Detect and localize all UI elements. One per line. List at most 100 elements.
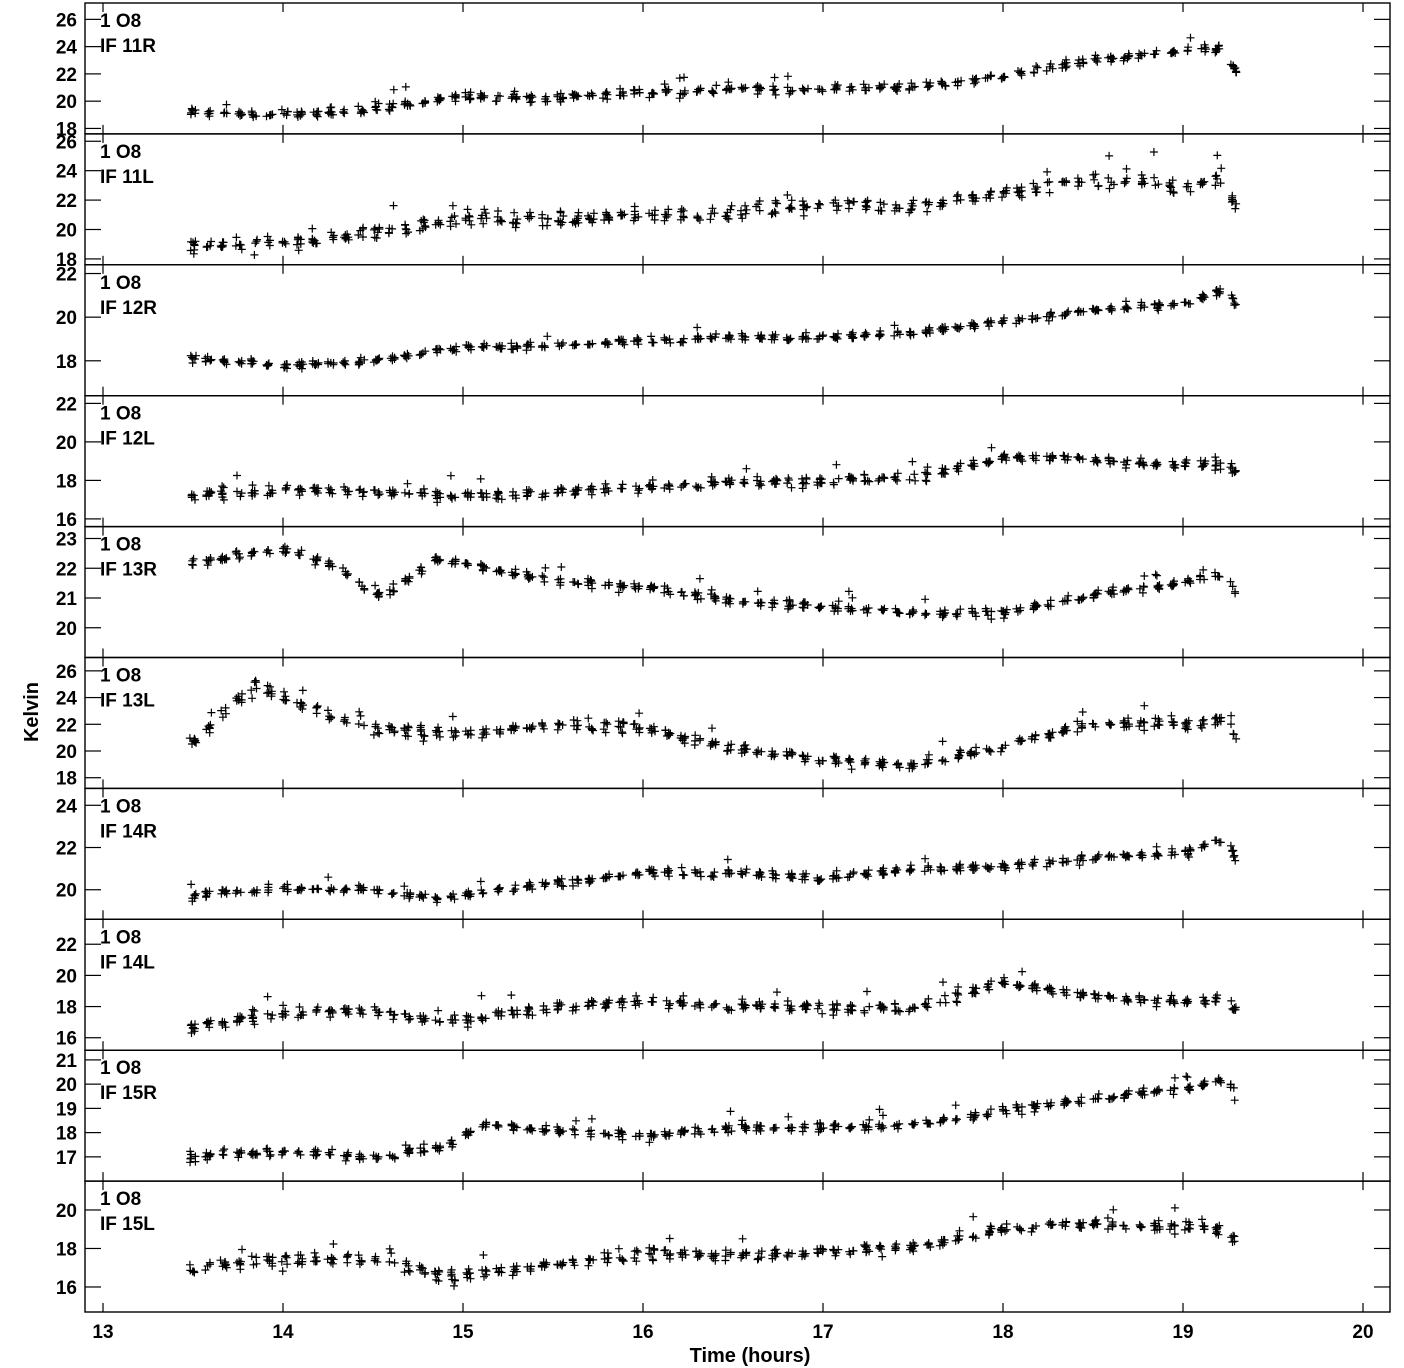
data-point — [680, 73, 688, 82]
data-point — [955, 324, 964, 333]
data-point — [953, 461, 962, 470]
data-point — [574, 218, 583, 227]
data-point — [311, 361, 320, 370]
data-point — [543, 332, 552, 341]
data-point — [664, 587, 673, 596]
data-point — [188, 556, 197, 565]
data-point — [1045, 188, 1054, 197]
data-point — [629, 85, 638, 94]
data-point — [463, 488, 472, 497]
data-point — [406, 101, 415, 110]
data-point — [972, 612, 980, 621]
data-point — [646, 482, 654, 491]
data-point — [556, 97, 565, 106]
data-point — [390, 1258, 399, 1267]
data-point — [1078, 455, 1087, 464]
data-point — [756, 333, 765, 342]
data-point — [448, 346, 457, 355]
data-point — [220, 358, 229, 367]
data-point — [510, 208, 519, 217]
data-point — [1214, 41, 1223, 50]
data-point — [1108, 54, 1117, 63]
data-point — [1227, 459, 1236, 468]
data-point — [356, 226, 365, 235]
data-point — [1032, 188, 1041, 197]
data-point — [1211, 713, 1220, 722]
data-point — [400, 351, 409, 360]
data-point — [1002, 456, 1011, 465]
data-point — [1042, 312, 1051, 321]
data-point — [1139, 460, 1148, 469]
panel-label-if: IF 13R — [100, 560, 157, 581]
data-point — [219, 495, 228, 504]
data-point — [282, 1253, 291, 1262]
panel-9: 17 18 19 20 21 1 O8 IF 15R — [56, 1049, 1391, 1182]
data-point — [648, 1255, 657, 1264]
data-point — [569, 578, 578, 586]
data-point — [466, 94, 475, 103]
data-point — [308, 224, 317, 233]
data-point — [970, 320, 979, 329]
data-point — [880, 474, 889, 483]
data-point — [707, 585, 716, 594]
data-point — [328, 1259, 337, 1268]
series-marks — [186, 967, 1240, 1037]
data-point — [293, 1259, 302, 1268]
data-point — [312, 360, 321, 368]
y-tick-label: 22 — [56, 935, 77, 956]
data-point — [574, 486, 582, 495]
panels-group: 18 20 22 24 26 1 O8 IF 11R 18 20 22 24 26 1 O8 IF 11L… — [56, 2, 1391, 1313]
data-point — [248, 110, 257, 119]
data-point — [832, 206, 841, 215]
data-point — [1198, 290, 1207, 299]
panel-5: 20 21 22 23 1 O8 IF 13R — [56, 525, 1391, 659]
data-point — [753, 587, 762, 596]
data-point — [433, 498, 442, 507]
data-point — [972, 743, 980, 752]
data-point — [339, 358, 348, 367]
data-point — [771, 209, 780, 218]
data-point — [1213, 151, 1222, 160]
data-point — [985, 322, 993, 331]
data-point — [1165, 182, 1174, 191]
y-tick-label: 18 — [56, 352, 77, 373]
data-point — [893, 87, 902, 95]
data-point — [404, 1266, 413, 1275]
panel-label-if: IF 14L — [100, 952, 155, 973]
data-point — [909, 1120, 917, 1129]
data-point — [1152, 571, 1161, 580]
data-point — [251, 239, 260, 248]
data-point — [431, 220, 440, 229]
y-tick-label: 18 — [56, 250, 77, 271]
data-point — [482, 214, 491, 223]
data-point — [986, 457, 995, 466]
data-point — [1230, 851, 1239, 860]
data-point — [508, 571, 517, 580]
data-point — [844, 587, 853, 596]
data-point — [1046, 310, 1054, 319]
data-point — [708, 204, 717, 213]
data-point — [1180, 298, 1189, 307]
data-point — [554, 217, 563, 226]
data-point — [389, 488, 397, 497]
data-point — [970, 76, 979, 84]
data-point — [523, 212, 532, 221]
data-point — [1226, 463, 1235, 472]
data-point — [712, 330, 720, 338]
data-point — [479, 493, 488, 502]
data-point — [417, 721, 425, 730]
data-point — [1122, 164, 1131, 173]
data-point — [1058, 311, 1067, 320]
panel-7: 20 22 24 1 O8 IF 14R — [56, 787, 1391, 921]
data-point — [1103, 1214, 1112, 1222]
data-point — [691, 589, 700, 598]
data-point — [1182, 1072, 1191, 1081]
data-point — [787, 196, 796, 205]
data-point — [773, 988, 781, 997]
data-point — [603, 95, 612, 104]
data-point — [813, 481, 822, 489]
data-point — [202, 491, 211, 500]
data-point — [981, 74, 990, 83]
data-point — [570, 217, 579, 226]
data-point — [1152, 1002, 1161, 1011]
